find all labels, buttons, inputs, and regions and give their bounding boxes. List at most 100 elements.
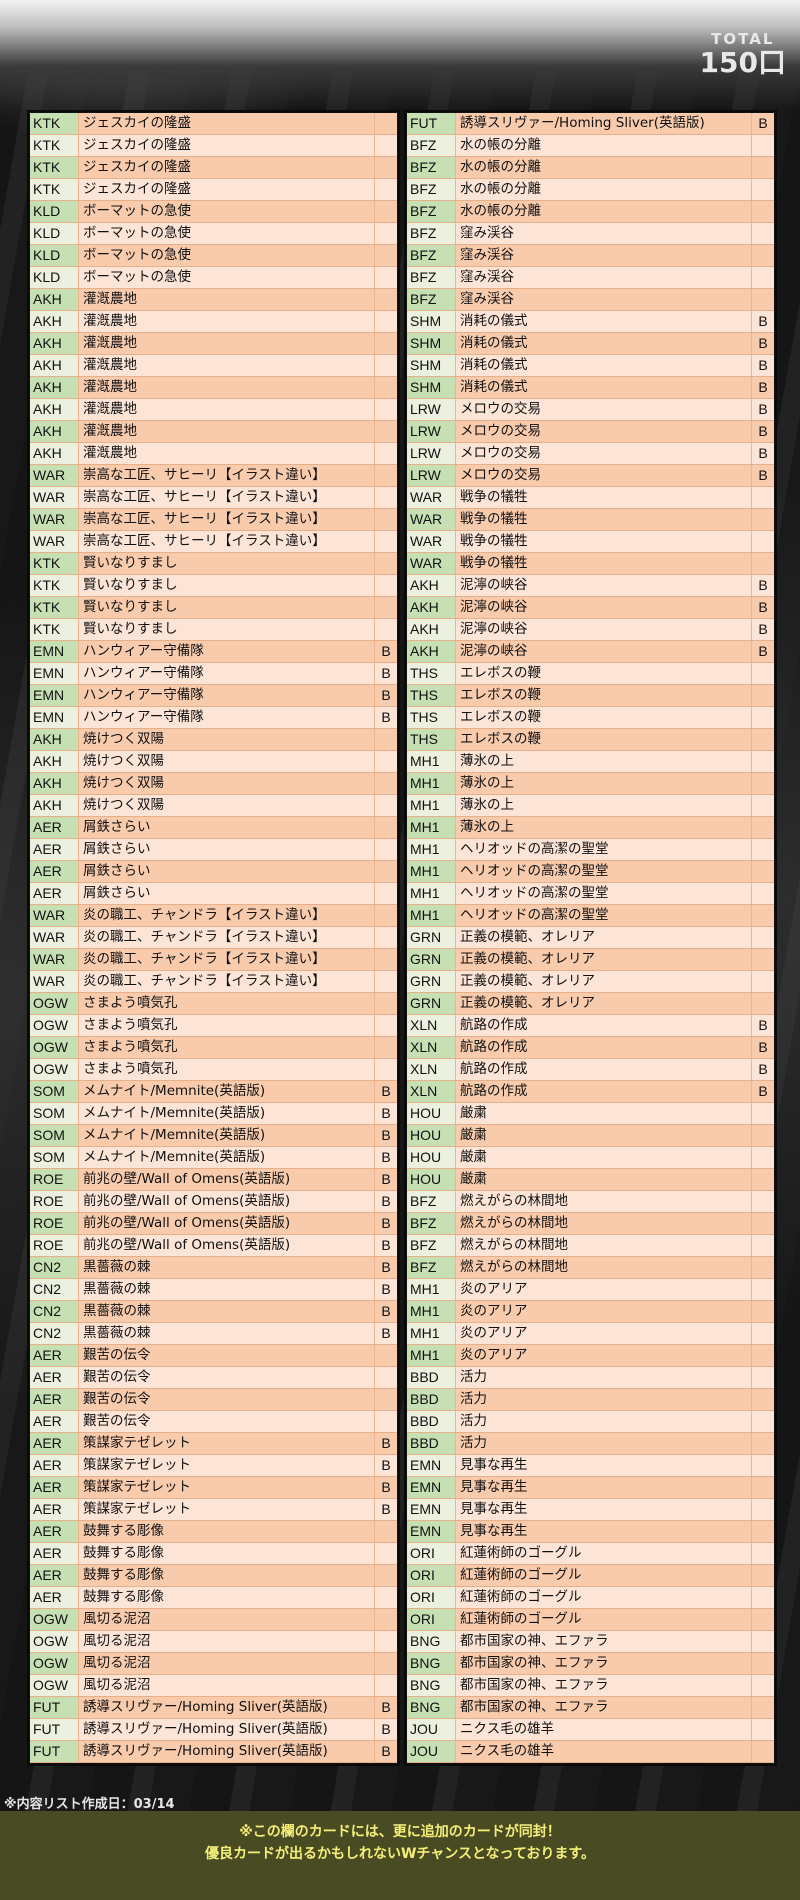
b-mark-cell: B [374,1147,397,1168]
set-code-cell: LRW [407,399,455,420]
set-code-cell: MH1 [407,773,455,794]
b-mark-cell: B [374,1697,397,1718]
card-name-cell: 灌漑農地 [78,355,374,376]
table-row: SHM 消耗の儀式 B [407,377,774,399]
table-row: KTK ジェスカイの隆盛 [30,179,397,201]
card-name-cell: 灌漑農地 [78,399,374,420]
b-mark-cell [751,1631,774,1652]
b-mark-cell: B [374,1499,397,1520]
b-mark-cell: B [751,377,774,398]
table-row: FUT 誘導スリヴァー/Homing Sliver(英語版) B [30,1719,397,1741]
set-code-cell: AKH [30,729,78,750]
table-row: BFZ 水の帳の分離 [407,157,774,179]
card-name-cell: ヘリオッドの高潔の聖堂 [455,861,751,882]
table-row: EMN ハンウィアー守備隊 B [30,641,397,663]
table-row: ORI 紅蓮術師のゴーグル [407,1565,774,1587]
set-code-cell: ROE [30,1213,78,1234]
table-row: THS エレボスの鞭 [407,729,774,751]
card-name-cell: 賢いなりすまし [78,553,374,574]
set-code-cell: AER [30,883,78,904]
table-row: BFZ 窪み渓谷 [407,267,774,289]
b-mark-cell [374,487,397,508]
b-mark-cell: B [374,1477,397,1498]
card-name-cell: 屑鉄さらい [78,839,374,860]
table-row: SHM 消耗の儀式 B [407,355,774,377]
set-code-cell: BFZ [407,135,455,156]
set-code-cell: AKH [30,311,78,332]
set-code-cell: CN2 [30,1279,78,1300]
set-code-cell: EMN [30,663,78,684]
b-mark-cell: B [751,1037,774,1058]
table-row: BBD 活力 [407,1433,774,1455]
card-name-cell: エレボスの鞭 [455,685,751,706]
table-row: AKH 灌漑農地 [30,311,397,333]
card-name-cell: 策謀家テゼレット [78,1499,374,1520]
card-name-cell: 都市国家の神、エファラ [455,1653,751,1674]
card-name-cell: 窪み渓谷 [455,223,751,244]
b-mark-cell [374,1543,397,1564]
card-name-cell: 見事な再生 [455,1499,751,1520]
card-name-cell: さまよう噴気孔 [78,1059,374,1080]
card-name-cell: 灌漑農地 [78,311,374,332]
set-code-cell: BFZ [407,223,455,244]
card-name-cell: 黒薔薇の棘 [78,1279,374,1300]
set-code-cell: WAR [30,465,78,486]
b-mark-cell: B [374,1455,397,1476]
set-code-cell: WAR [30,487,78,508]
b-mark-cell [374,443,397,464]
set-code-cell: JOU [407,1741,455,1762]
b-mark-cell: B [374,1169,397,1190]
b-mark-cell: B [374,1719,397,1740]
b-mark-cell [374,1675,397,1696]
table-row: AKH 泥濘の峡谷 B [407,575,774,597]
card-name-cell: ジェスカイの隆盛 [78,113,374,134]
b-mark-cell [374,597,397,618]
set-code-cell: WAR [30,949,78,970]
card-name-cell: 誘導スリヴァー/Homing Sliver(英語版) [455,113,751,134]
card-name-cell: 泥濘の峡谷 [455,641,751,662]
set-code-cell: EMN [30,685,78,706]
set-code-cell: EMN [407,1477,455,1498]
table-row: AER 鼓舞する彫像 [30,1565,397,1587]
set-code-cell: BNG [407,1631,455,1652]
table-row: KTK 賢いなりすまし [30,575,397,597]
b-mark-cell: B [751,443,774,464]
card-name-cell: 賢いなりすまし [78,575,374,596]
card-name-cell: 賢いなりすまし [78,597,374,618]
table-row: MH1 炎のアリア [407,1279,774,1301]
set-code-cell: BNG [407,1653,455,1674]
b-mark-cell [374,223,397,244]
b-mark-cell [751,1345,774,1366]
b-mark-cell [374,817,397,838]
card-name-cell: 水の帳の分離 [455,201,751,222]
b-mark-cell [374,157,397,178]
card-name-cell: 黒薔薇の棘 [78,1257,374,1278]
card-name-cell: 屑鉄さらい [78,883,374,904]
table-row: GRN 正義の模範、オレリア [407,971,774,993]
set-code-cell: OGW [30,1015,78,1036]
b-mark-cell [374,1059,397,1080]
set-code-cell: CN2 [30,1257,78,1278]
b-mark-cell [374,113,397,134]
table-row: AER 屑鉄さらい [30,883,397,905]
card-name-cell: ニクス毛の雄羊 [455,1719,751,1740]
b-mark-cell [751,1521,774,1542]
table-row: AKH 焼けつく双陽 [30,751,397,773]
card-name-cell: 航路の作成 [455,1059,751,1080]
card-name-cell: 都市国家の神、エファラ [455,1631,751,1652]
table-row: MH1 ヘリオッドの高潔の聖堂 [407,839,774,861]
table-row: AKH 灌漑農地 [30,421,397,443]
set-code-cell: KTK [30,553,78,574]
set-code-cell: EMN [407,1455,455,1476]
table-row: KTK 賢いなりすまし [30,553,397,575]
set-code-cell: AER [30,817,78,838]
table-row: AKH 焼けつく双陽 [30,795,397,817]
table-row: BFZ 燃えがらの林間地 [407,1213,774,1235]
card-name-cell: 泥濘の峡谷 [455,619,751,640]
card-name-cell: 薄氷の上 [455,773,751,794]
table-row: ORI 紅蓮術師のゴーグル [407,1543,774,1565]
card-name-cell: 燃えがらの林間地 [455,1257,751,1278]
table-row: AKH 灌漑農地 [30,443,397,465]
b-mark-cell [374,729,397,750]
set-code-cell: SOM [30,1103,78,1124]
